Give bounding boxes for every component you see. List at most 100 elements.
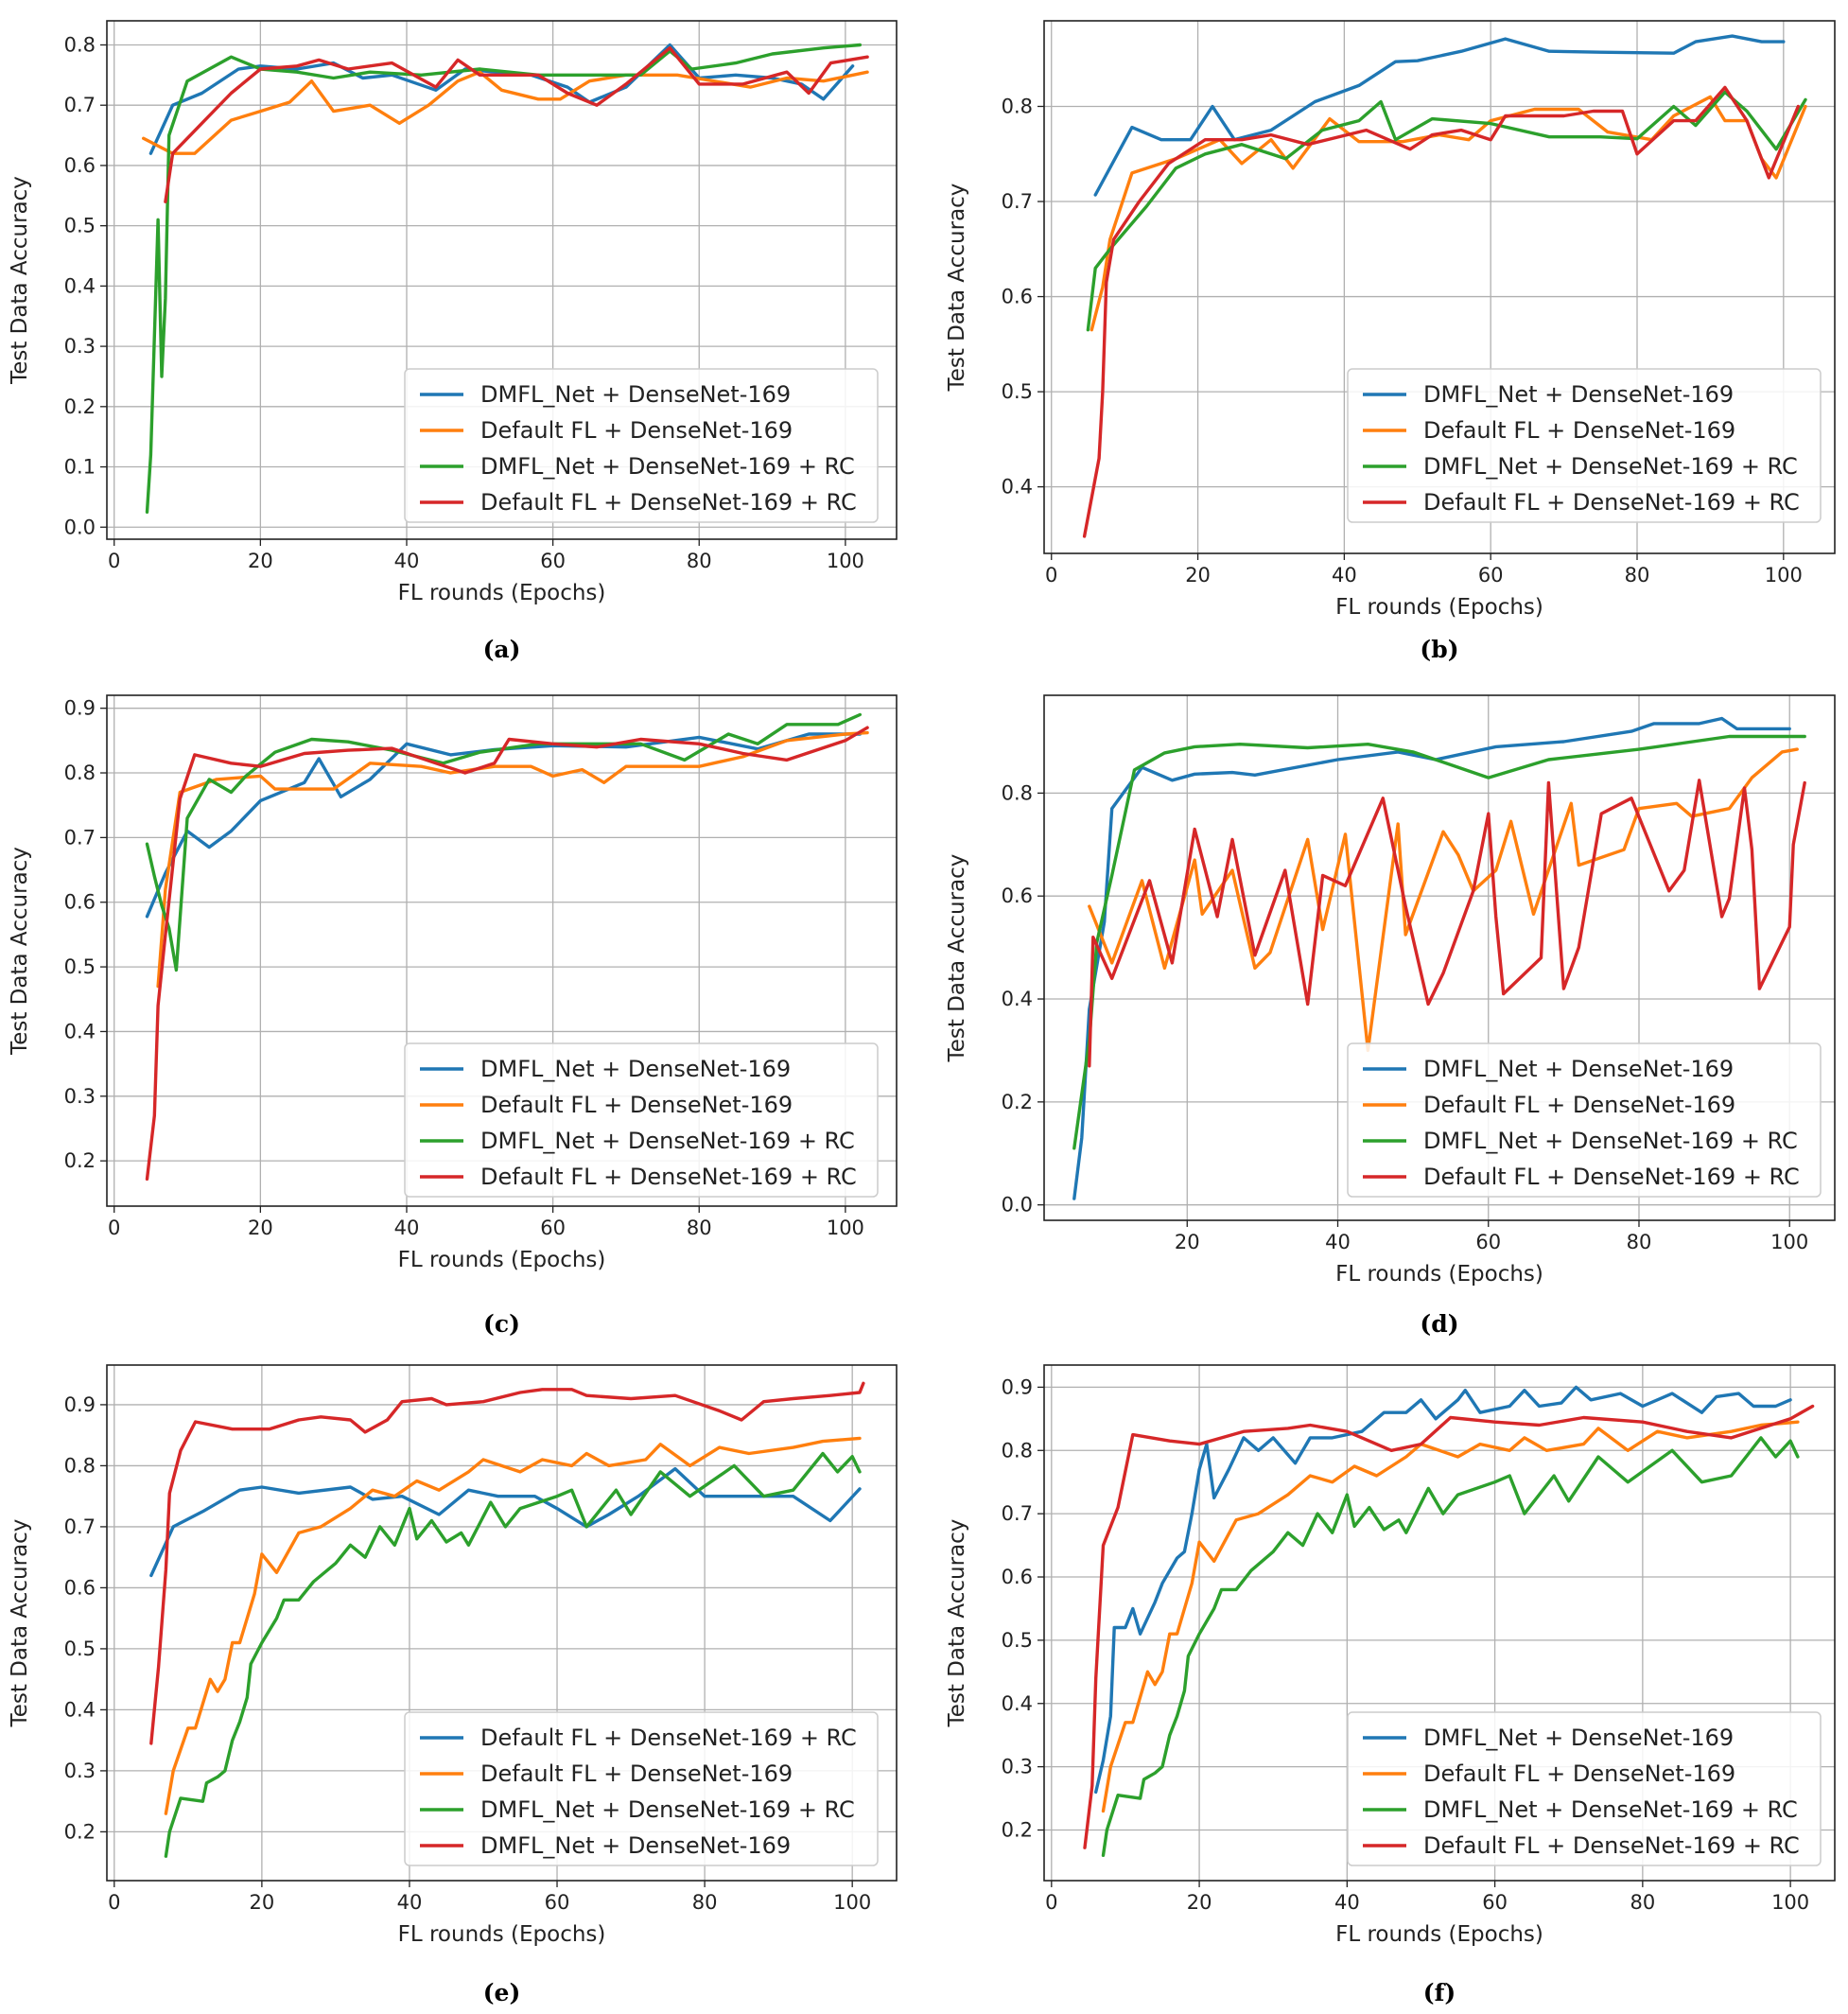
y-tick-label: 0.3 [64,335,96,358]
plot-frame [1043,1364,1836,1882]
x-tick-label: 20 [1187,1891,1212,1914]
panel-caption: (b) [1420,636,1458,663]
y-tick-label: 0.4 [64,1698,96,1721]
y-tick-label: 0.7 [64,1515,96,1538]
y-tick-label: 0.7 [64,94,96,116]
series-line-3 [1086,90,1807,332]
y-axis-label: Test Data Accuracy [8,1519,32,1728]
legend: DMFL_Net + DenseNet-169 Default FL + Dens… [404,1042,879,1198]
x-tick-label: 80 [687,550,712,572]
legend-entry: DMFL_Net + DenseNet-169 + RC [1423,1128,1798,1154]
y-tick-label: 0.6 [64,1576,96,1599]
x-tick-label: 100 [827,1217,864,1239]
legend-entry: DMFL_Net + DenseNet-169 + RC [1423,453,1798,480]
x-tick-label: 80 [1630,1891,1655,1914]
panel-caption: (a) [483,636,521,663]
legend: DMFL_Net + DenseNet-169 Default FL + Dens… [1347,368,1822,523]
x-tick-label: 100 [1770,1231,1808,1253]
series-line-1 [1094,1385,1792,1795]
x-tick-label: 20 [248,550,273,572]
series-line-3 [145,712,862,972]
chart-d: 20 40 60 80 100 0.0 0.2 0.4 0.6 0.8 FL rounds (Epo… [945,694,1836,1338]
y-axis-label: Test Data Accuracy [945,184,969,393]
y-tick-label: 0.6 [1002,286,1033,308]
y-tick-label: 0.7 [1002,190,1033,213]
legend-entry: Default FL + DenseNet-169 + RC [1423,1164,1800,1190]
legend-entry: Default FL + DenseNet-169 [1423,1092,1735,1118]
y-tick-label: 0.6 [64,154,96,177]
legend-entry: Default FL + DenseNet-169 + RC [480,1164,857,1190]
y-axis-label: Test Data Accuracy [945,854,969,1063]
legend: Default FL + DenseNet-169 + RC Default FL… [404,1711,879,1866]
legend-entry: DMFL_Net + DenseNet-169 [480,1056,791,1082]
series-line-4 [164,46,869,203]
x-axis-label: FL rounds (Epochs) [398,1922,606,1947]
legend-box [1347,1042,1822,1198]
y-tick-label: 0.8 [64,1454,96,1477]
y-tick-label: 0.6 [1002,884,1033,907]
y-tick-label: 0.6 [1002,1566,1033,1588]
series-line-4 [1088,779,1806,1068]
legend: DMFL_Net + DenseNet-169 Default FL + Dens… [1347,1711,1822,1866]
x-tick-label: 80 [1627,1231,1652,1253]
series-line-1 [1072,716,1791,1200]
x-axis-label: FL rounds (Epochs) [398,1248,606,1272]
y-tick-label: 0.1 [64,456,96,479]
series-line-1 [1093,34,1786,197]
series-line-2 [1088,747,1799,1053]
x-tick-label: 60 [1475,1231,1501,1253]
y-tick-label: 0.9 [64,697,96,720]
x-tick-label: 20 [1185,564,1211,587]
y-tick-label: 0.9 [1002,1375,1033,1398]
series-line-3 [145,43,862,514]
plot-frame [1043,20,1836,554]
y-tick-label: 0.3 [64,1760,96,1782]
x-tick-label: 80 [692,1891,718,1914]
y-tick-label: 0.8 [64,33,96,56]
legend-box [1347,1711,1822,1866]
x-tick-label: 60 [540,1217,566,1239]
y-tick-label: 0.4 [64,1020,96,1042]
legend-entry: Default FL + DenseNet-169 [1423,417,1735,444]
x-tick-label: 40 [1334,1891,1360,1914]
legend-entry: DMFL_Net + DenseNet-169 + RC [1423,1796,1798,1823]
legend-entry: DMFL_Net + DenseNet-169 [480,1832,791,1859]
y-axis-label: Test Data Accuracy [8,847,32,1056]
series-line-4 [1083,1404,1815,1849]
x-tick-label: 40 [394,550,420,572]
x-axis-label: FL rounds (Epochs) [1335,1262,1543,1287]
x-tick-label: 20 [1175,1231,1200,1253]
y-axis-label: Test Data Accuracy [8,176,32,385]
series-line-2 [142,70,869,155]
legend-entry: DMFL_Net + DenseNet-169 [1423,1056,1734,1082]
y-axis-label: Test Data Accuracy [945,1519,969,1728]
series-line-2 [156,730,869,989]
x-tick-label: 40 [1332,564,1357,587]
x-tick-label: 60 [545,1891,570,1914]
legend-box [1347,368,1822,523]
y-tick-label: 0.5 [1002,1629,1033,1652]
legend-entry: DMFL_Net + DenseNet-169 [1423,1725,1734,1751]
legend-box [404,368,879,523]
y-tick-label: 0.8 [64,762,96,784]
x-tick-label: 40 [1325,1231,1351,1253]
chart-c: 0 20 40 60 80 100 0.2 0.3 0.4 0.5 0.6 0.7 0.8 0.9 FL r… [8,694,898,1338]
series-line-3 [1101,1436,1800,1857]
plot-frame [106,694,898,1207]
y-tick-label: 0.9 [64,1393,96,1416]
x-tick-label: 20 [248,1217,273,1239]
x-tick-label: 0 [1045,1891,1057,1914]
legend-entry: Default FL + DenseNet-169 [480,417,793,444]
legend-entry: Default FL + DenseNet-169 + RC [480,1725,857,1751]
y-tick-label: 0.2 [1002,1819,1033,1842]
chart-b: 0 20 40 60 80 100 0.4 0.5 0.6 0.7 0.8 FL rounds (Ep… [945,20,1836,663]
legend-entry: Default FL + DenseNet-169 [480,1092,793,1118]
y-tick-label: 0.8 [1002,1439,1033,1462]
y-tick-label: 0.0 [64,516,96,538]
y-tick-label: 0.2 [64,1820,96,1843]
x-axis-label: FL rounds (Epochs) [1335,595,1543,620]
x-tick-label: 80 [687,1217,712,1239]
x-tick-label: 0 [108,550,120,572]
y-tick-label: 0.2 [64,1149,96,1172]
